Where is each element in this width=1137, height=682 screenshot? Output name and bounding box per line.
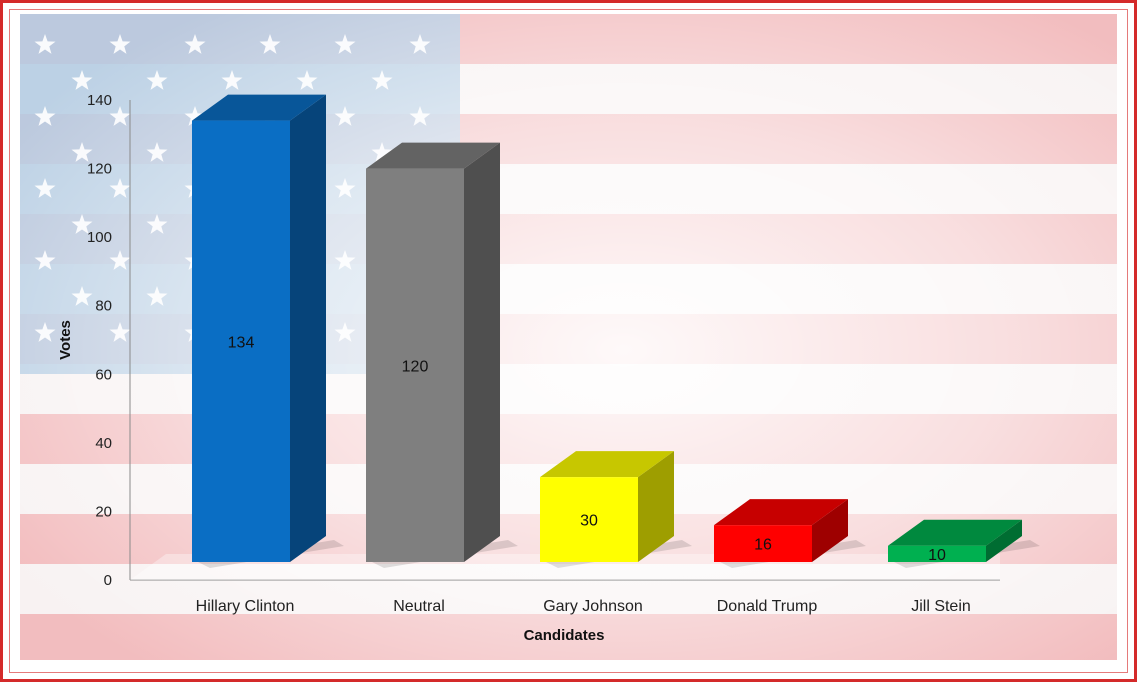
bar-side-face [638, 451, 674, 562]
y-tick-label: 60 [95, 366, 112, 383]
data-label: 134 [228, 334, 255, 351]
y-tick-label: 100 [87, 229, 112, 246]
y-tick-label: 40 [95, 435, 112, 452]
data-labels: 134 120 30 16 10 [228, 334, 946, 564]
chart-bars [192, 94, 1040, 568]
y-tick-label: 0 [104, 572, 112, 589]
bar-donald-trump [714, 499, 866, 568]
y-tick-label: 80 [95, 298, 112, 315]
y-tick-label: 120 [87, 161, 112, 178]
x-category-label: Hillary Clinton [196, 598, 295, 615]
y-axis-title: Votes [57, 320, 74, 360]
bar-side-face [812, 499, 848, 562]
bar-front-face [192, 120, 290, 563]
bar-top-face [540, 451, 674, 478]
data-label: 10 [928, 547, 946, 564]
bar-top-face [366, 142, 500, 169]
x-category-label: Neutral [393, 598, 445, 615]
bar-side-face [290, 94, 326, 563]
x-category-label: Gary Johnson [543, 598, 643, 615]
bar-top-face [888, 519, 1022, 546]
bar-front-face [714, 525, 812, 562]
x-category-label: Jill Stein [911, 598, 971, 615]
x-axis-categories: Hillary Clinton Neutral Gary Johnson Donald… [196, 598, 971, 615]
x-category-label: Donald Trump [717, 598, 818, 615]
x-axis-title: Candidates [524, 627, 605, 644]
bar-jill-stein [888, 519, 1040, 568]
data-label: 16 [754, 537, 772, 554]
bar-front-face [888, 545, 986, 562]
bar-top-face [714, 499, 848, 526]
bar-gary-johnson [540, 451, 692, 568]
flag-stripe [20, 664, 1117, 682]
bar-front-face [540, 477, 638, 562]
bar-neutral [366, 142, 518, 568]
y-axis-ticks: 0 20 40 60 80 100 120 140 [87, 92, 112, 589]
data-label: 120 [402, 358, 429, 375]
data-label: 30 [580, 513, 598, 530]
bar-side-face [464, 142, 500, 563]
american-flag-background [20, 14, 1117, 682]
bar-top-face [192, 94, 326, 121]
y-tick-label: 20 [95, 503, 112, 520]
y-tick-label: 140 [87, 92, 112, 109]
bar-front-face [366, 168, 464, 563]
bar-side-face [986, 519, 1022, 562]
bar-hillary-clinton [192, 94, 344, 568]
chart-frame-inner-border [9, 9, 1128, 673]
